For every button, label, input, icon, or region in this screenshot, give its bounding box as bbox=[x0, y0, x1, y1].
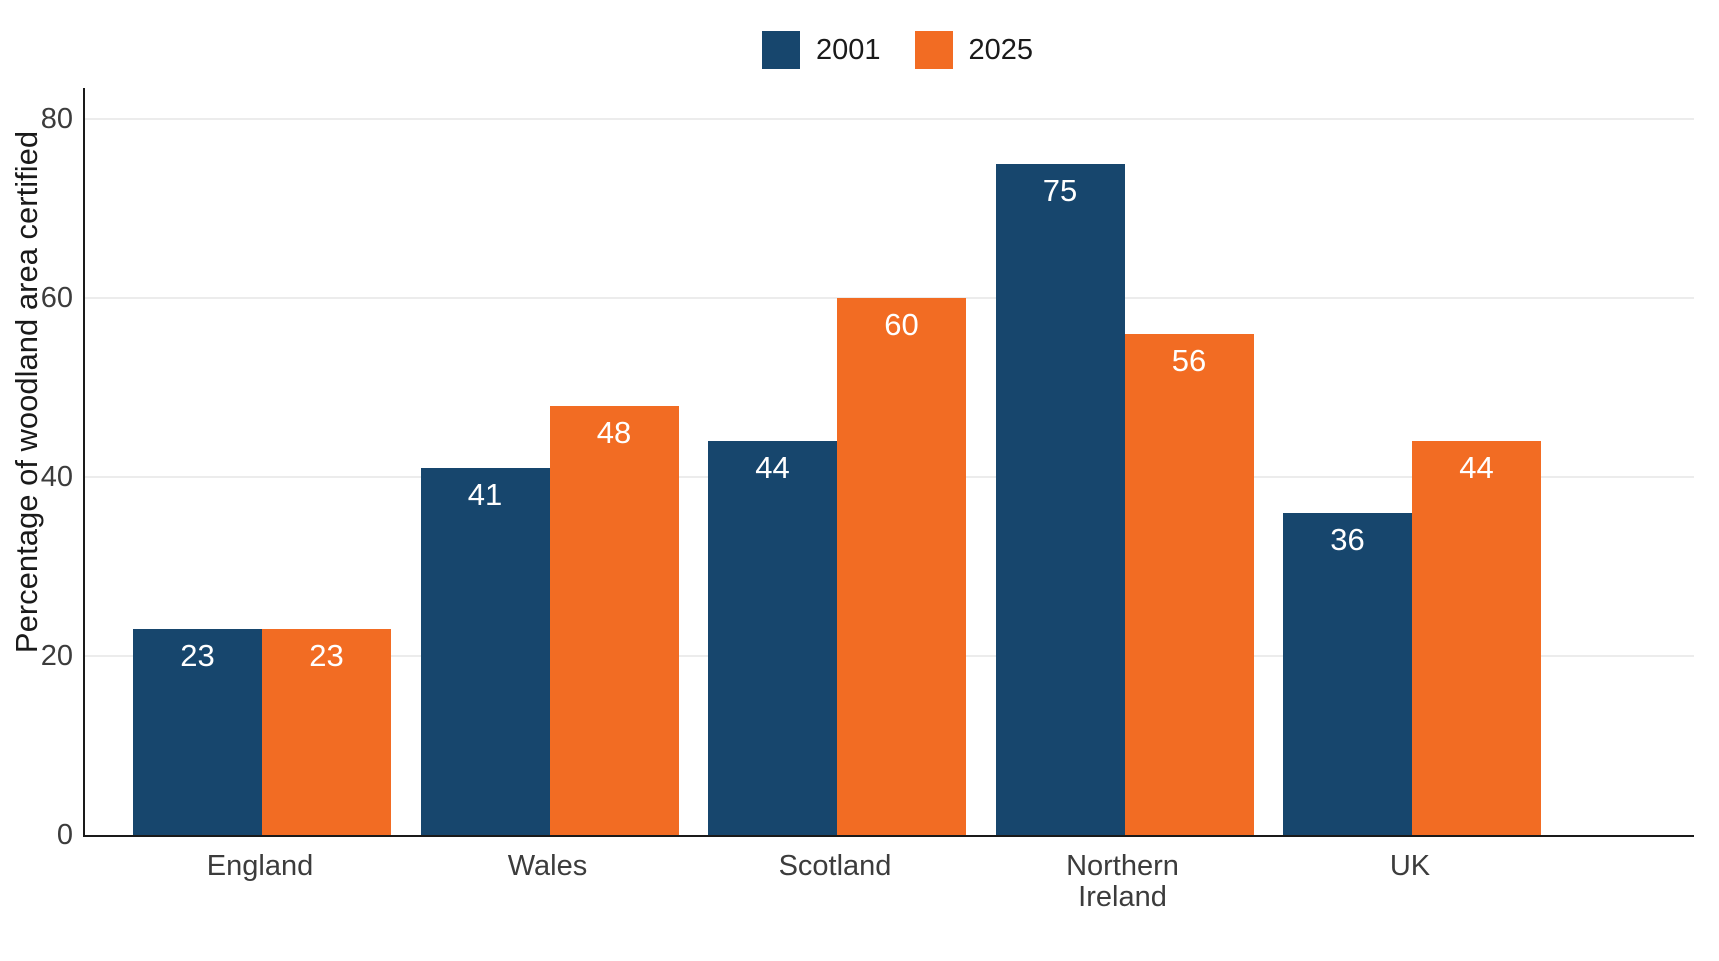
legend-item-2001: 2001 bbox=[762, 31, 881, 69]
legend-swatch-2001 bbox=[762, 31, 800, 69]
legend: 2001 2025 bbox=[762, 31, 1033, 69]
bar-value-label: 44 bbox=[1459, 450, 1494, 486]
bar-2001-scotland: 44 bbox=[708, 441, 837, 835]
bar-value-label: 36 bbox=[1330, 521, 1365, 557]
bar-2025-scotland: 60 bbox=[837, 298, 966, 835]
bar-group-england: 23 23 bbox=[133, 88, 391, 835]
bar-2025-northern-ireland: 56 bbox=[1124, 334, 1254, 835]
y-axis-title: Percentage of woodland area certified bbox=[9, 130, 44, 654]
x-label-northern-ireland: Northern Ireland bbox=[1066, 850, 1179, 913]
gridline-80 bbox=[85, 118, 1694, 121]
x-label-scotland: Scotland bbox=[778, 850, 892, 882]
x-label-uk: UK bbox=[1389, 850, 1431, 882]
y-tick-label-60: 60 bbox=[40, 282, 73, 315]
bar-2025-wales: 48 bbox=[549, 405, 679, 835]
bar-value-label: 48 bbox=[596, 414, 632, 450]
bar-2001-england: 23 bbox=[133, 629, 262, 835]
y-tick-label-0: 0 bbox=[56, 819, 73, 851]
y-tick-label-20: 20 bbox=[40, 640, 73, 673]
bar-2001-northern-ireland: 75 bbox=[995, 164, 1125, 835]
plot-area: 23 23 41 48 44 60 75 56 36 44 bbox=[83, 88, 1694, 837]
bar-2001-wales: 41 bbox=[420, 468, 550, 835]
bar-value-label: 56 bbox=[1171, 343, 1207, 379]
bar-group-uk: 36 44 bbox=[1283, 88, 1541, 835]
legend-swatch-2025 bbox=[914, 31, 953, 69]
bar-value-label: 60 bbox=[884, 307, 919, 343]
y-tick-label-40: 40 bbox=[40, 461, 73, 494]
x-label-wales: Wales bbox=[507, 850, 588, 882]
bar-2025-uk: 44 bbox=[1412, 441, 1541, 835]
x-label-england: England bbox=[206, 850, 314, 882]
bar-value-label: 41 bbox=[467, 477, 503, 513]
legend-item-2025: 2025 bbox=[914, 31, 1034, 69]
bar-value-label: 75 bbox=[1042, 173, 1078, 209]
bar-value-label: 23 bbox=[180, 638, 215, 674]
legend-label-2025: 2025 bbox=[968, 33, 1034, 66]
legend-label-2001: 2001 bbox=[816, 33, 881, 66]
bar-2025-england: 23 bbox=[262, 629, 391, 835]
y-tick-label-80: 80 bbox=[40, 103, 73, 136]
bar-group-scotland: 44 60 bbox=[708, 88, 966, 835]
bar-group-northern-ireland: 75 56 bbox=[995, 88, 1254, 835]
bar-group-wales: 41 48 bbox=[420, 88, 679, 835]
bar-value-label: 23 bbox=[309, 638, 344, 674]
bar-2001-uk: 36 bbox=[1283, 512, 1412, 835]
bar-value-label: 44 bbox=[755, 450, 790, 486]
